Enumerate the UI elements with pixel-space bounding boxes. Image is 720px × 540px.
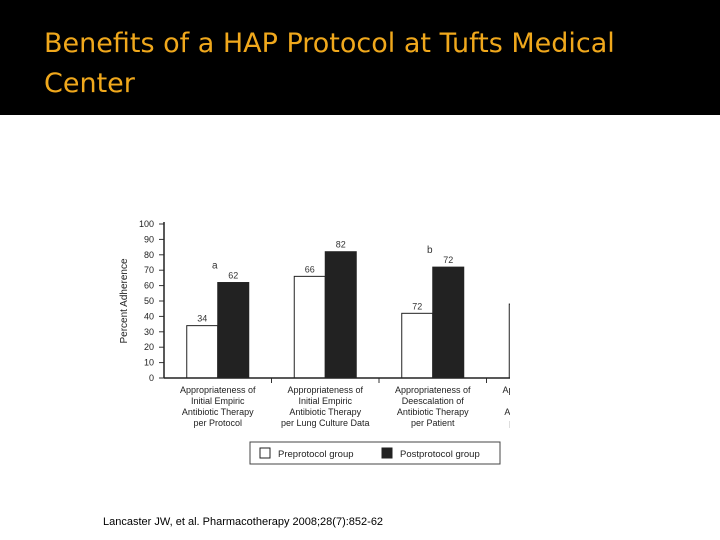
legend-label-postprotocol: Postprotocol group	[400, 449, 480, 460]
bar-value-label: 72	[412, 301, 422, 311]
x-tick-label: per Protocol	[193, 418, 242, 428]
bar-value-label: 62	[228, 271, 238, 281]
x-tick-label: per Opportunity	[509, 418, 510, 428]
bar-value-label: 82	[336, 240, 346, 250]
x-tick-label: per Patient	[411, 418, 455, 428]
x-tick-label: per Lung Culture Data	[281, 418, 370, 428]
y-tick-label: 90	[144, 234, 154, 244]
y-tick-label: 20	[144, 342, 154, 352]
adherence-bar-chart: Percent Adherence 0 10 20 30 40 50 60 70 80 90 100 3…	[119, 219, 510, 465]
x-tick-label: Antibiotic Therapy	[504, 407, 510, 417]
slide-title: Benefits of a HAP Protocol at Tufts Medi…	[44, 28, 615, 99]
y-tick-label: 30	[144, 327, 154, 337]
bar-value-label: 72	[443, 255, 453, 265]
y-tick-label: 70	[144, 265, 154, 275]
legend-box	[249, 441, 501, 465]
postprotocol-bar	[217, 282, 250, 379]
x-tick-label: Antibiotic Therapy	[289, 407, 361, 417]
y-axis-label: Percent Adherence	[119, 258, 130, 343]
significance-annotation: a	[212, 261, 218, 272]
title-band	[0, 0, 720, 112]
y-tick-label: 60	[144, 281, 154, 291]
y-tick-label: 0	[149, 373, 154, 383]
bar-value-label: 66	[305, 264, 315, 274]
citation: Lancaster JW, et al. Pharmacotherapy 200…	[103, 516, 384, 528]
x-tick-label: Appropriateness of	[287, 385, 363, 395]
legend-swatch-preprotocol	[259, 447, 271, 459]
y-tick-label: 40	[144, 311, 154, 321]
x-tick-label: Appropriateness of	[180, 385, 256, 395]
x-tick-label: Appropriateness of	[502, 385, 510, 395]
y-tick-label: 80	[144, 250, 154, 260]
postprotocol-bar	[432, 266, 465, 379]
significance-annotation: b	[427, 245, 433, 256]
legend-label-preprotocol: Preprotocol group	[278, 449, 354, 460]
legend-swatch-postprotocol	[381, 447, 393, 459]
x-tick-label: Initial Empiric	[298, 396, 352, 406]
y-tick-label: 10	[144, 358, 154, 368]
x-tick-label: Initial Empiric	[191, 396, 245, 406]
y-tick-label: 100	[139, 219, 154, 229]
preprotocol-bar	[293, 275, 326, 379]
x-tick-label: Deescalation of	[509, 396, 510, 406]
x-tick-label: Deescalation of	[402, 396, 465, 406]
bar-value-label: 34	[197, 314, 207, 324]
preprotocol-bar	[401, 312, 434, 379]
title-divider	[0, 112, 720, 115]
x-tick-label: Antibiotic Therapy	[182, 407, 254, 417]
x-tick-label: Appropriateness of	[395, 385, 471, 395]
postprotocol-bar	[324, 251, 357, 379]
x-tick-label: Antibiotic Therapy	[397, 407, 469, 417]
preprotocol-bar	[508, 303, 510, 379]
y-tick-label: 50	[144, 296, 154, 306]
preprotocol-bar	[186, 325, 219, 379]
